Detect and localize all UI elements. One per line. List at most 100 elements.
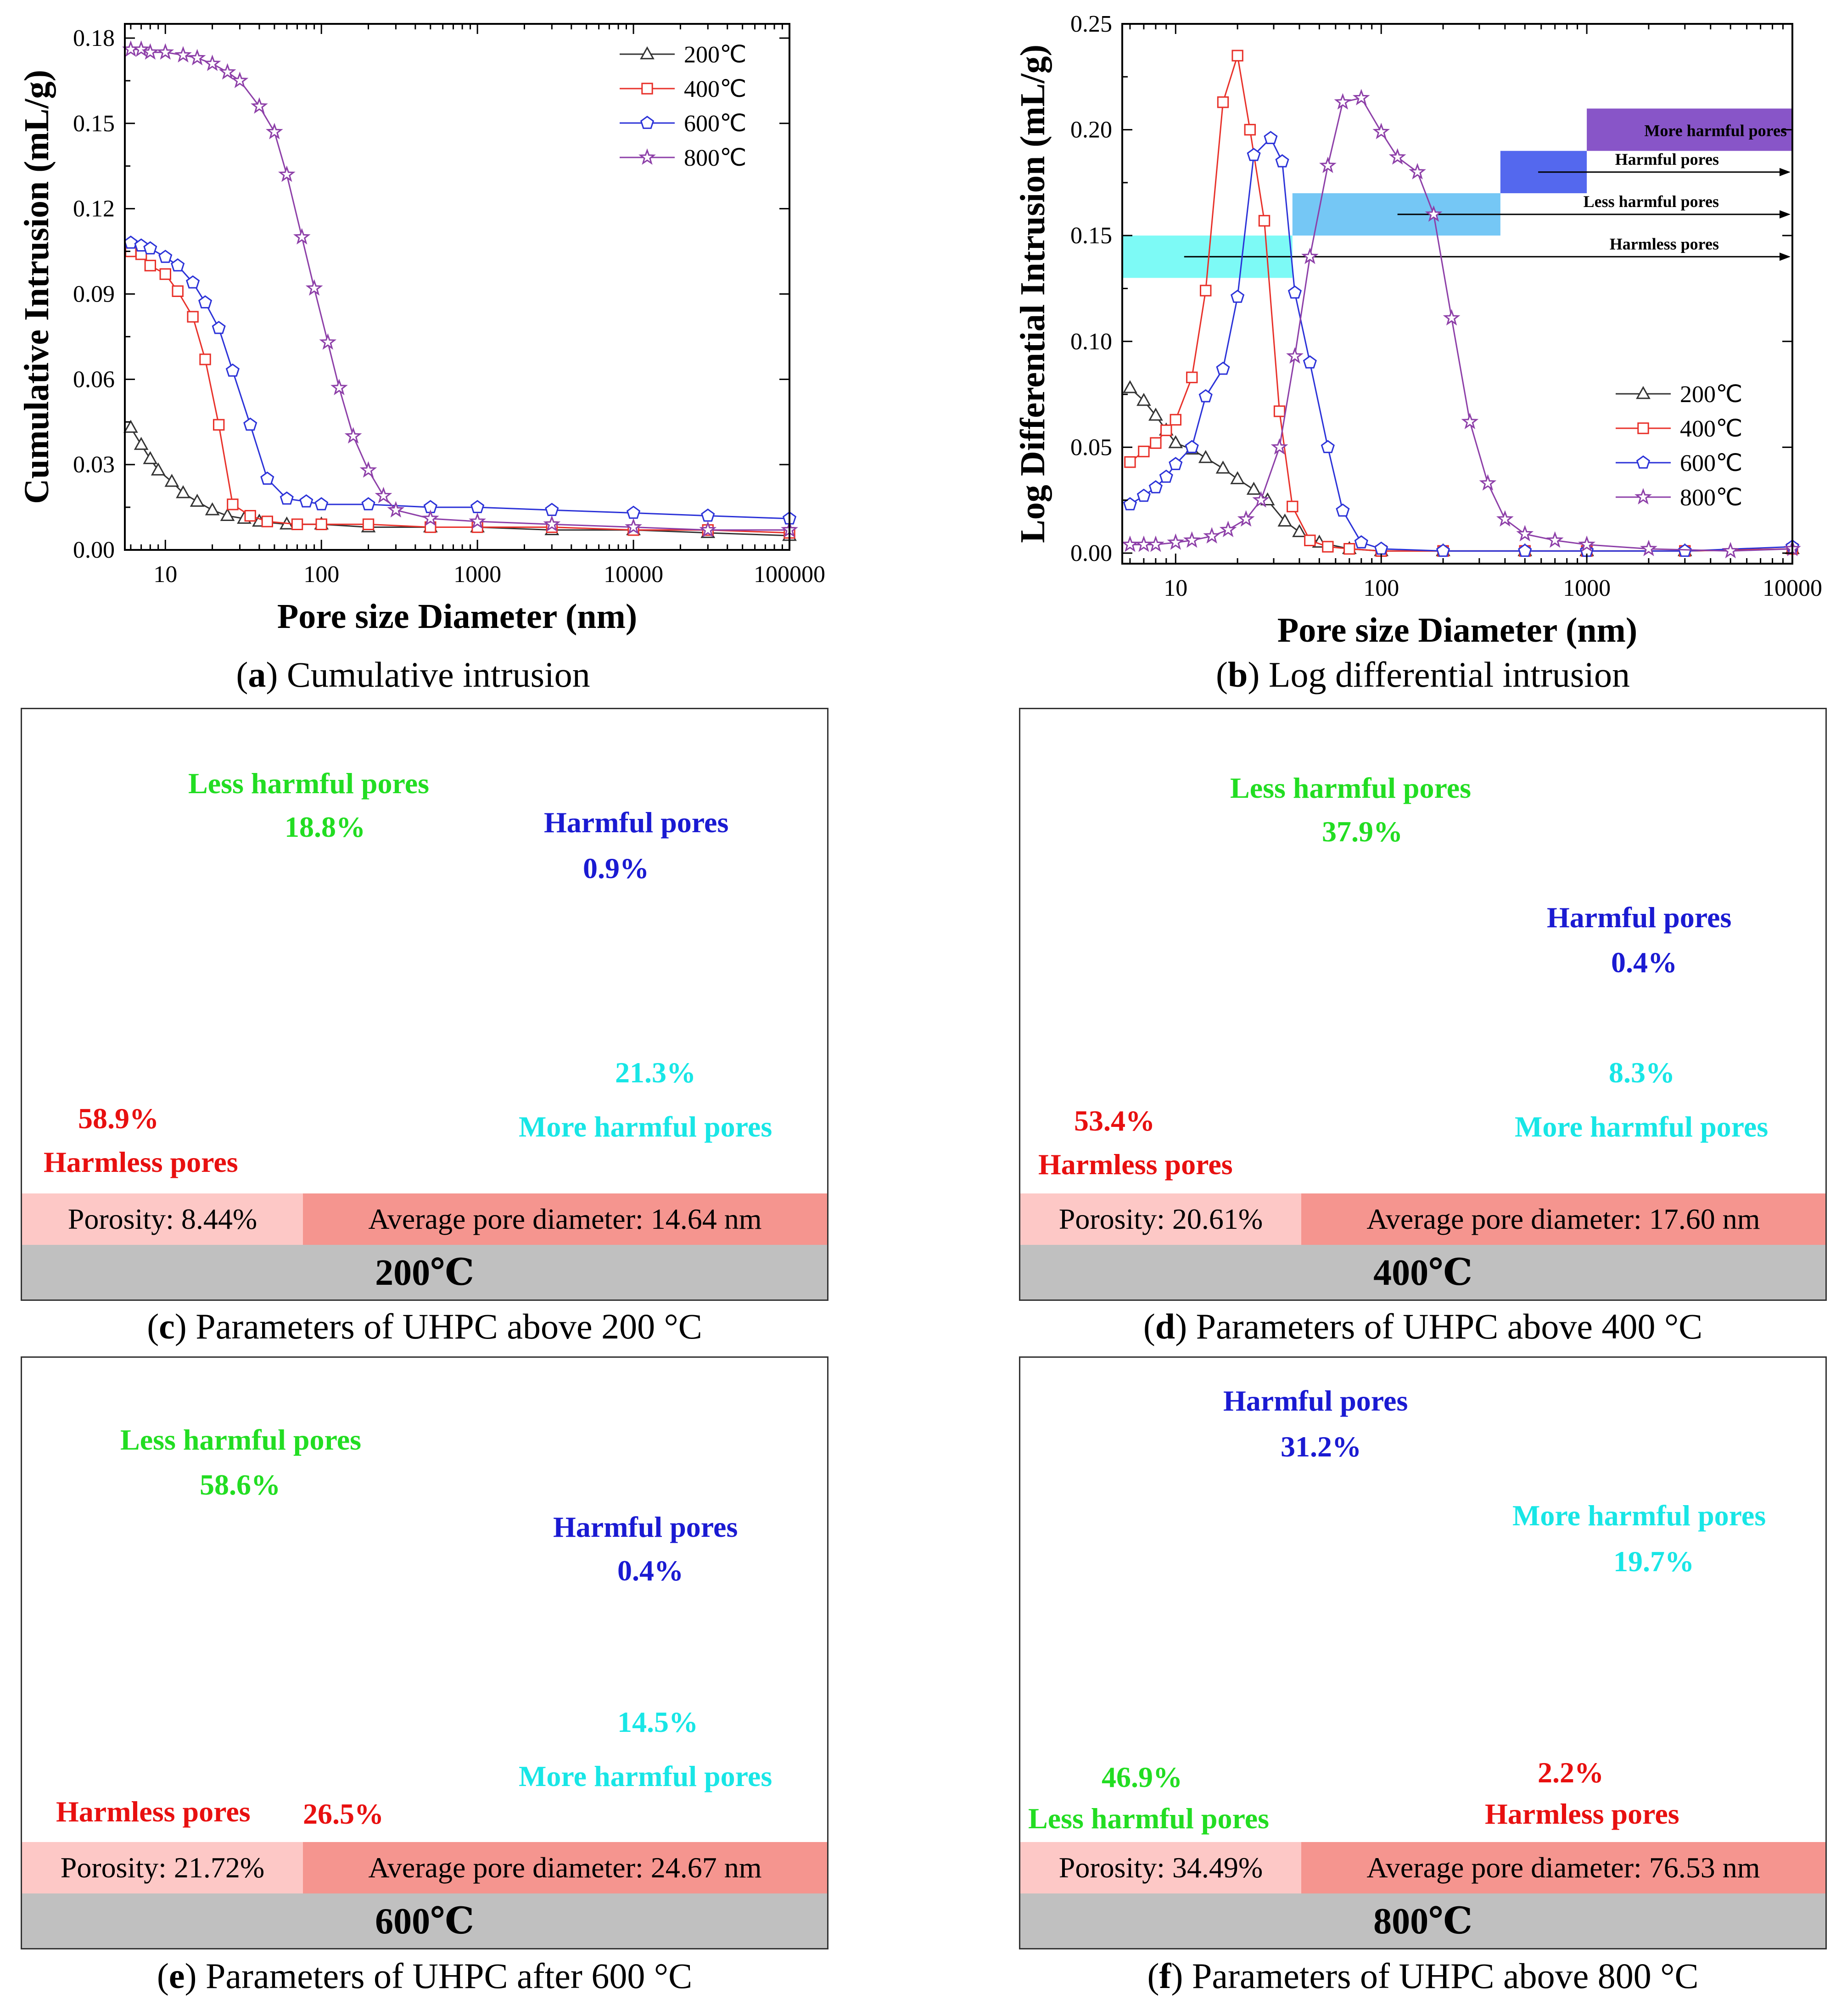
data-point-b-0-4 <box>1168 435 1183 448</box>
line-chart-b: Harmless pores Less harmful pores Harmful … <box>1013 11 1822 650</box>
y-tick-label-b-0: 0.00 <box>1070 540 1112 566</box>
data-point-b-2-15 <box>1336 503 1350 517</box>
data-point-a-0-0 <box>123 420 138 433</box>
pore-band-label-0: Harmless pores <box>1610 235 1719 253</box>
data-point-a-3-14 <box>319 333 337 350</box>
y-tick-label-b-5: 0.25 <box>1070 11 1112 37</box>
data-point-b-1-11 <box>1273 405 1286 417</box>
data-point-b-0-7 <box>1215 460 1231 474</box>
y-tick-label-b-1: 0.05 <box>1070 434 1112 460</box>
diameter-bar-f: Average pore diameter: 76.53 nm <box>1301 1842 1825 1893</box>
data-point-b-3-20 <box>1461 413 1479 430</box>
legend-marker-a-1 <box>641 83 653 95</box>
label-c-harmless-name: Harmless pores <box>44 1146 238 1178</box>
data-point-b-3-0 <box>1121 535 1139 552</box>
data-point-a-2-10 <box>260 471 274 485</box>
data-point-a-3-9 <box>251 97 268 114</box>
data-point-b-2-11 <box>1275 154 1289 168</box>
y-tick-label-a-6: 0.18 <box>73 25 115 51</box>
caption-d: (d) Parameters of UHPC above 400 °C <box>1143 1306 1703 1346</box>
data-point-b-2-17 <box>1374 541 1388 555</box>
caption-c-text: Parameters of UHPC above 200 °C <box>196 1306 702 1346</box>
data-point-a-2-17 <box>545 503 559 516</box>
data-point-b-0-6 <box>1198 450 1213 463</box>
data-point-a-2-19 <box>701 508 715 522</box>
data-point-a-1-3 <box>159 268 171 280</box>
y-tick-label-b-4: 0.20 <box>1070 117 1112 143</box>
data-point-a-2-11 <box>280 491 294 505</box>
data-point-b-3-14 <box>1352 89 1370 106</box>
y-tick-label-a-2: 0.06 <box>73 366 115 392</box>
data-point-b-1-15 <box>1343 543 1355 555</box>
data-point-a-1-7 <box>213 419 225 431</box>
label-d-more-harmful-name: More harmful pores <box>1515 1110 1769 1143</box>
data-point-b-1-5 <box>1186 371 1198 383</box>
data-point-b-3-7 <box>1237 510 1255 527</box>
legend-label-b-0: 200℃ <box>1680 381 1742 408</box>
caption-d-letter: d <box>1155 1306 1175 1346</box>
x-tick-label-b-0: 10 <box>1164 575 1187 601</box>
pore-band-arrowhead-0 <box>1780 252 1791 261</box>
data-point-a-3-20 <box>421 510 439 526</box>
data-point-b-3-8 <box>1252 491 1270 508</box>
data-point-b-1-2 <box>1150 437 1162 449</box>
data-point-b-1-6 <box>1200 285 1212 297</box>
y-tick-label-a-1: 0.03 <box>73 452 115 478</box>
label-f-more-harmful-value: 19.7% <box>1613 1545 1694 1578</box>
x-tick-label-a-3: 10000 <box>604 561 663 588</box>
data-point-b-1-4 <box>1170 414 1181 426</box>
data-point-a-3-5 <box>188 49 206 66</box>
data-point-a-2-4 <box>171 258 185 272</box>
legend-label-b-2: 600℃ <box>1680 450 1742 476</box>
label-c-harmless-value: 58.9% <box>78 1102 159 1135</box>
data-point-a-2-2 <box>143 241 157 255</box>
data-point-b-3-18 <box>1425 205 1443 222</box>
data-point-b-3-26 <box>1640 539 1657 556</box>
legend-label-b-1: 400℃ <box>1680 416 1742 442</box>
label-d-harmless-name: Harmless pores <box>1038 1148 1233 1181</box>
data-point-a-1-5 <box>187 311 199 323</box>
data-point-b-3-13 <box>1334 93 1352 110</box>
data-point-b-2-19 <box>1518 543 1532 557</box>
data-point-a-3-6 <box>203 54 221 71</box>
caption-c-letter: c <box>159 1306 175 1346</box>
data-point-b-0-12 <box>1292 524 1307 538</box>
label-f-less-harmful-name: Less harmful pores <box>1028 1802 1270 1835</box>
caption-e: (e) Parameters of UHPC after 600 °C <box>157 1956 693 1996</box>
label-e-more-harmful-name: More harmful pores <box>519 1760 772 1792</box>
data-point-b-3-23 <box>1516 525 1534 542</box>
legend-marker-b-0 <box>1636 386 1651 399</box>
data-point-b-0-0 <box>1123 380 1137 393</box>
data-point-b-2-9 <box>1247 148 1261 161</box>
data-point-a-1-13 <box>362 518 375 530</box>
label-d-harmless-value: 53.4% <box>1074 1104 1155 1137</box>
data-point-b-2-1 <box>1136 488 1151 502</box>
data-point-b-1-10 <box>1258 215 1271 227</box>
data-point-b-3-12 <box>1319 157 1337 174</box>
y-axis-title-a: Cumulative Intrusion (mL/g) <box>17 70 56 504</box>
data-point-a-1-8 <box>227 498 239 510</box>
data-point-b-1-1 <box>1138 445 1150 458</box>
data-point-a-1-11 <box>291 518 303 530</box>
data-point-b-2-8 <box>1231 290 1245 303</box>
label-e-more-harmful-value: 14.5% <box>617 1706 698 1738</box>
data-point-b-3-3 <box>1167 533 1185 550</box>
data-point-b-1-14 <box>1322 541 1334 553</box>
x-tick-label-b-3: 10000 <box>1763 575 1822 601</box>
legend-marker-a-3 <box>638 148 656 165</box>
data-point-b-2-3 <box>1159 470 1173 483</box>
caption-f: (f) Parameters of UHPC above 800 °C <box>1147 1956 1699 1996</box>
pore-band-label-3: More harmful pores <box>1644 122 1787 140</box>
pore-band-label-1: Less harmful pores <box>1584 192 1719 211</box>
label-f-more-harmful-name: More harmful pores <box>1512 1499 1766 1532</box>
data-point-b-1-7 <box>1217 96 1229 108</box>
data-point-b-2-0 <box>1123 497 1137 510</box>
data-point-a-2-9 <box>243 417 257 431</box>
caption-e-letter: e <box>168 1956 185 1996</box>
data-point-b-3-11 <box>1301 247 1319 264</box>
label-d-less-harmful-value: 37.9% <box>1322 815 1403 848</box>
data-point-a-1-2 <box>144 259 157 272</box>
label-f-harmless-name: Harmless pores <box>1485 1798 1679 1830</box>
legend-label-a-0: 200℃ <box>684 42 746 68</box>
data-point-b-3-24 <box>1546 531 1564 548</box>
